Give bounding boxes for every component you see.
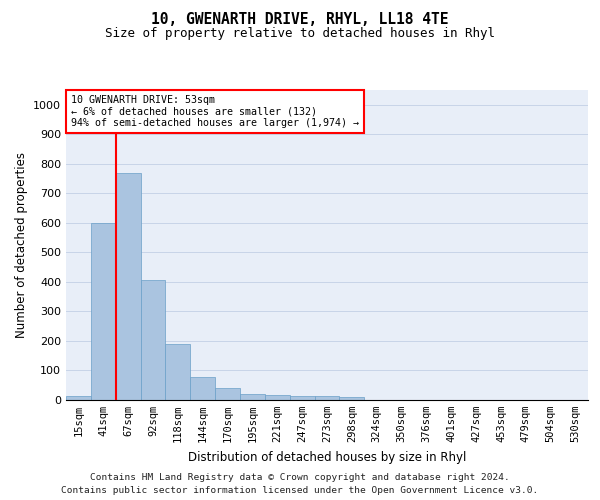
Bar (265, 395, 290, 400)
Text: Size of property relative to detached houses in Rhyl: Size of property relative to detached ho… (105, 28, 495, 40)
Text: Contains public sector information licensed under the Open Government Licence v3: Contains public sector information licen… (61, 486, 539, 495)
Bar (116, 172, 140, 400)
Y-axis label: Number of detached properties: Number of detached properties (14, 152, 28, 338)
Bar (240, 394, 265, 400)
Text: 10 GWENARTH DRIVE: 53sqm
← 6% of detached houses are smaller (132)
94% of semi-d: 10 GWENARTH DRIVE: 53sqm ← 6% of detache… (71, 94, 359, 128)
Bar (314, 396, 340, 400)
Bar (91, 223, 116, 400)
Bar (340, 398, 364, 400)
Bar (66, 396, 91, 400)
Bar (290, 396, 314, 400)
Bar (140, 280, 166, 400)
X-axis label: Distribution of detached houses by size in Rhyl: Distribution of detached houses by size … (188, 450, 466, 464)
Bar (166, 344, 190, 400)
Bar (215, 388, 240, 400)
Bar (190, 377, 215, 400)
Text: 10, GWENARTH DRIVE, RHYL, LL18 4TE: 10, GWENARTH DRIVE, RHYL, LL18 4TE (151, 12, 449, 28)
Text: Contains HM Land Registry data © Crown copyright and database right 2024.: Contains HM Land Registry data © Crown c… (90, 472, 510, 482)
